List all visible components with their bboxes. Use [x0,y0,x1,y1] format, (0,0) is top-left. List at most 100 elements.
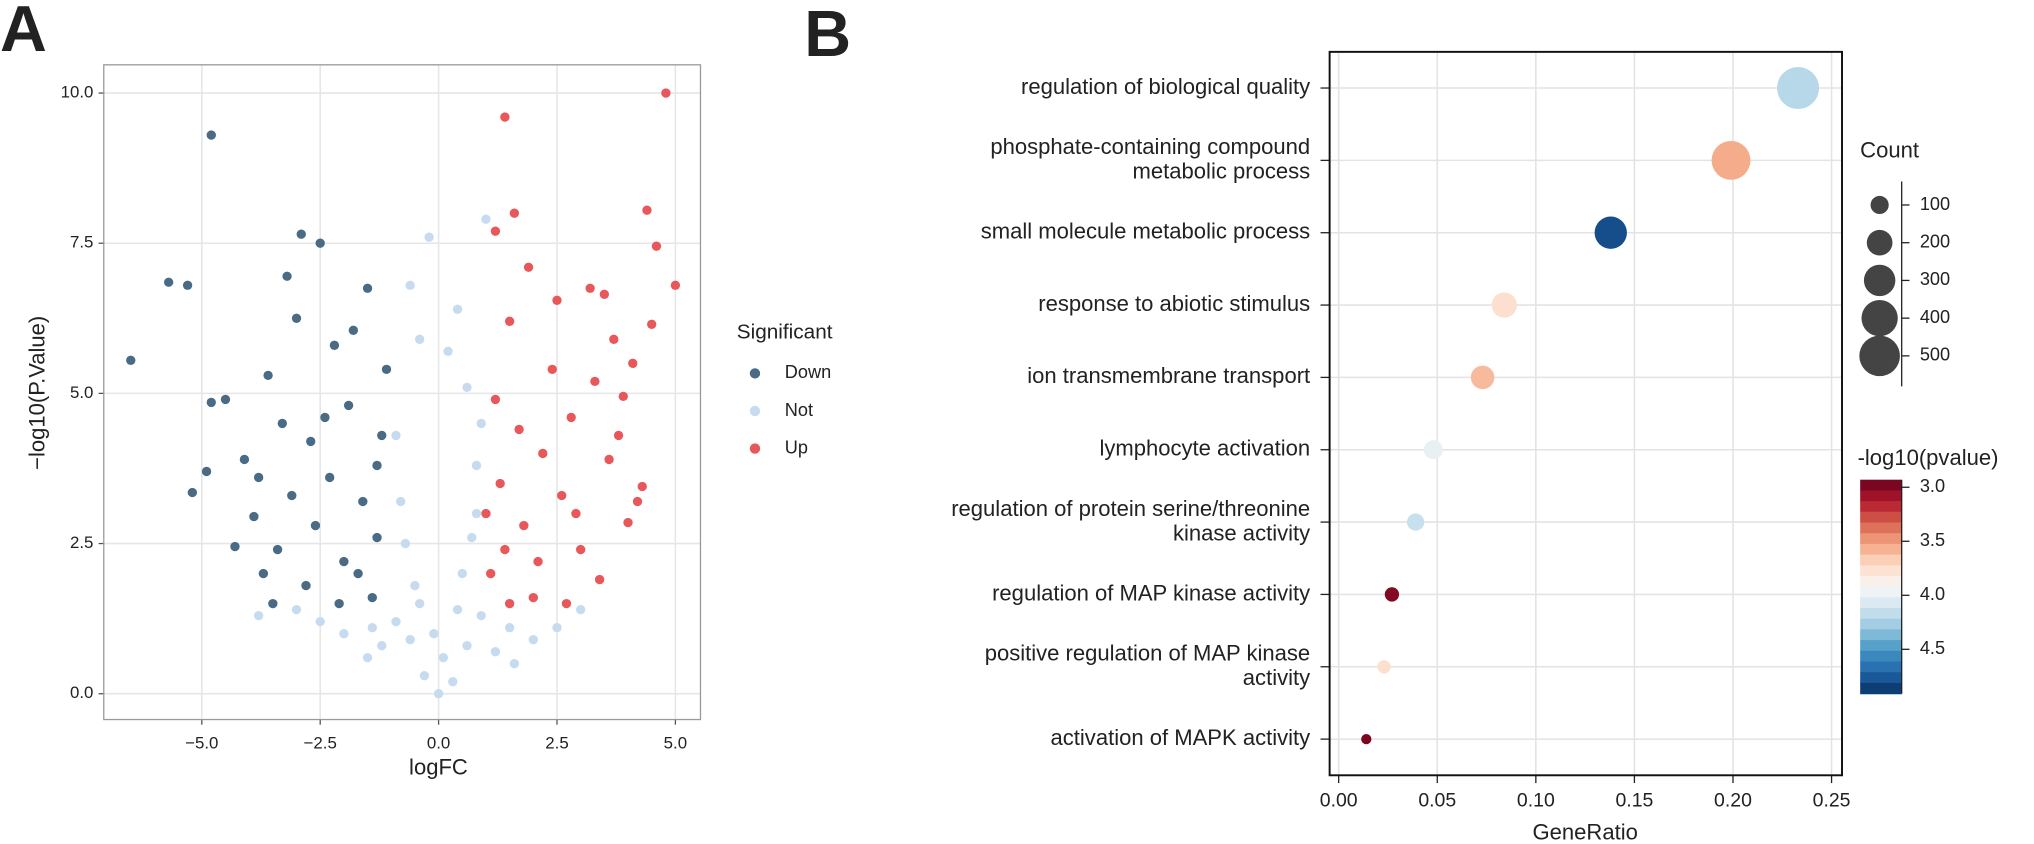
y-tick-label: activation of MAPK activity [1051,725,1311,750]
point [306,436,316,447]
legend-label: Up [785,437,808,457]
point [500,544,510,555]
point [486,568,496,579]
point [372,460,382,471]
panel-label: A [0,0,47,65]
point [315,616,325,627]
point [429,628,439,639]
point [310,520,321,531]
point [452,604,463,615]
point [343,400,354,411]
legend-label: 500 [1920,345,1950,365]
point [320,412,330,423]
x-tick-label: 0.25 [1813,789,1851,811]
y-tick-label: 0.0 [70,683,93,702]
dot [1377,660,1391,674]
point [258,568,269,579]
legend-title: Count [1860,138,1919,163]
point [495,478,505,489]
dot [1361,733,1372,745]
colorbar-step [1860,618,1902,631]
plot-frame [1328,50,1843,777]
legend-label: 3.0 [1920,476,1945,496]
y-tick-label: 2.5 [70,533,93,552]
point [433,689,444,699]
legend-key [1859,335,1900,377]
point [268,598,278,609]
point [253,610,264,621]
point [613,430,624,441]
colorbar-step [1860,501,1902,513]
y-tick-label: lymphocyte activation [1099,436,1310,461]
point [405,280,415,290]
point [239,454,250,465]
point [391,616,401,627]
colorbar-step [1860,565,1902,577]
colorbar-step [1860,522,1902,534]
point [590,376,600,387]
x-tick-label: 2.5 [545,734,568,753]
legend-label: 4.0 [1920,584,1945,604]
colorbar-step [1860,586,1902,598]
x-tick-label: 0.15 [1615,789,1653,811]
point [471,508,482,519]
point [206,130,216,140]
point [504,316,515,326]
x-axis-title: GeneRatio [1532,819,1637,844]
legend-label: 100 [1920,194,1950,214]
y-tick-label: regulation of protein serine/threonine ki… [951,496,1310,546]
point [670,280,681,290]
legend-label: 200 [1920,231,1950,251]
legend-key [749,368,761,379]
point [263,370,273,381]
point [329,340,340,350]
point [253,472,264,483]
point [561,598,572,609]
x-tick-label: 5.0 [664,734,687,753]
dot [1384,587,1400,602]
point [282,271,292,281]
y-tick-label: 5.0 [70,383,93,402]
point [528,592,538,603]
point [504,598,515,609]
point [533,556,543,567]
point [628,358,638,369]
point [405,634,415,645]
point [367,592,377,603]
point [424,232,434,242]
point [604,454,614,465]
point [381,364,392,375]
point [457,568,467,579]
x-tick-label: −2.5 [304,734,337,753]
point [315,238,325,248]
point [452,304,463,314]
point [538,448,548,459]
plot-background [103,64,701,720]
x-tick-label: −5.0 [185,734,218,753]
x-tick-label: 0.20 [1714,789,1752,811]
point [462,640,472,651]
point [637,481,647,492]
point [339,556,349,567]
point [490,226,501,236]
dot [1406,513,1425,531]
point [585,283,595,293]
legend-title: Significant [737,321,833,344]
colorbar-step [1860,640,1902,652]
point [623,517,633,528]
point [182,280,193,290]
legend-key [1863,264,1896,297]
point [187,487,198,498]
dot [1423,440,1443,460]
point [642,205,652,215]
point [291,604,302,615]
point [414,598,425,609]
point [509,208,520,218]
point [377,430,387,441]
point [400,538,411,549]
colorbar-step [1860,672,1902,684]
point [201,466,212,477]
point [334,598,344,609]
point [410,580,420,591]
